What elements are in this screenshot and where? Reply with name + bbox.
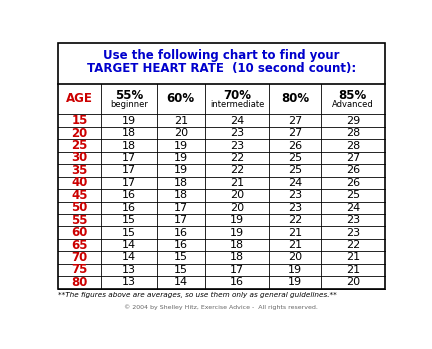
Text: 25: 25 bbox=[71, 139, 88, 152]
Text: 29: 29 bbox=[346, 116, 360, 126]
Text: 19: 19 bbox=[288, 277, 302, 287]
Text: 25: 25 bbox=[288, 153, 302, 163]
Text: 19: 19 bbox=[230, 228, 244, 238]
Text: 55: 55 bbox=[71, 214, 88, 227]
Text: 15: 15 bbox=[174, 252, 188, 262]
Text: 20: 20 bbox=[72, 127, 88, 140]
Text: 14: 14 bbox=[174, 277, 188, 287]
Text: 20: 20 bbox=[230, 203, 244, 213]
Text: 21: 21 bbox=[174, 116, 188, 126]
Text: 70%: 70% bbox=[223, 89, 251, 102]
Text: 17: 17 bbox=[174, 203, 188, 213]
Text: 22: 22 bbox=[288, 215, 302, 225]
Text: TARGET HEART RATE  (10 second count):: TARGET HEART RATE (10 second count): bbox=[87, 62, 356, 75]
Text: 20: 20 bbox=[346, 277, 360, 287]
Text: 19: 19 bbox=[174, 141, 188, 150]
Text: 16: 16 bbox=[230, 277, 244, 287]
Text: 45: 45 bbox=[71, 189, 88, 202]
Text: 18: 18 bbox=[122, 128, 136, 138]
Text: 18: 18 bbox=[230, 252, 244, 262]
Text: 27: 27 bbox=[288, 128, 302, 138]
Text: 23: 23 bbox=[288, 203, 302, 213]
Text: 17: 17 bbox=[122, 178, 136, 188]
Text: 16: 16 bbox=[122, 203, 136, 213]
Text: 55%: 55% bbox=[115, 89, 143, 102]
Text: 26: 26 bbox=[346, 165, 360, 176]
Text: Use the following chart to find your: Use the following chart to find your bbox=[103, 50, 340, 62]
Text: 19: 19 bbox=[230, 215, 244, 225]
Text: 25: 25 bbox=[288, 165, 302, 176]
Text: 20: 20 bbox=[174, 128, 188, 138]
Text: 19: 19 bbox=[288, 265, 302, 275]
Text: 21: 21 bbox=[230, 178, 244, 188]
Text: 22: 22 bbox=[346, 240, 360, 250]
Text: 23: 23 bbox=[346, 228, 360, 238]
Text: 16: 16 bbox=[174, 240, 188, 250]
Text: 21: 21 bbox=[288, 228, 302, 238]
Text: 26: 26 bbox=[288, 141, 302, 150]
Text: 27: 27 bbox=[346, 153, 360, 163]
Text: 19: 19 bbox=[174, 165, 188, 176]
Text: 23: 23 bbox=[230, 128, 244, 138]
Text: 20: 20 bbox=[230, 190, 244, 200]
Text: 15: 15 bbox=[122, 215, 136, 225]
Text: 60%: 60% bbox=[167, 92, 195, 105]
Text: 70: 70 bbox=[72, 251, 88, 264]
Text: 21: 21 bbox=[346, 265, 360, 275]
Text: 80%: 80% bbox=[281, 92, 309, 105]
Text: 23: 23 bbox=[288, 190, 302, 200]
Text: 18: 18 bbox=[174, 190, 188, 200]
Text: Advanced: Advanced bbox=[332, 100, 374, 109]
Text: 18: 18 bbox=[230, 240, 244, 250]
Text: 17: 17 bbox=[174, 215, 188, 225]
Text: 13: 13 bbox=[122, 277, 136, 287]
Text: 16: 16 bbox=[174, 228, 188, 238]
Text: 22: 22 bbox=[230, 153, 244, 163]
Text: 13: 13 bbox=[122, 265, 136, 275]
Text: 26: 26 bbox=[346, 178, 360, 188]
Text: 19: 19 bbox=[122, 116, 136, 126]
Text: 30: 30 bbox=[72, 151, 88, 164]
Text: 17: 17 bbox=[230, 265, 244, 275]
Text: 24: 24 bbox=[288, 178, 302, 188]
Text: 27: 27 bbox=[288, 116, 302, 126]
Text: 28: 28 bbox=[346, 141, 360, 150]
Text: intermediate: intermediate bbox=[210, 100, 264, 109]
Text: 23: 23 bbox=[230, 141, 244, 150]
Text: 50: 50 bbox=[71, 201, 88, 214]
Text: 15: 15 bbox=[174, 265, 188, 275]
Text: 19: 19 bbox=[174, 153, 188, 163]
Text: AGE: AGE bbox=[66, 92, 93, 105]
Text: © 2004 by Shelley Hitz, Exercise Advice -  All rights reserved.: © 2004 by Shelley Hitz, Exercise Advice … bbox=[124, 305, 318, 310]
Text: 40: 40 bbox=[71, 176, 88, 190]
Text: 20: 20 bbox=[288, 252, 302, 262]
Text: 17: 17 bbox=[122, 165, 136, 176]
Text: 17: 17 bbox=[122, 153, 136, 163]
Text: 24: 24 bbox=[346, 203, 360, 213]
Text: 21: 21 bbox=[346, 252, 360, 262]
Text: 15: 15 bbox=[122, 228, 136, 238]
Text: 80: 80 bbox=[71, 276, 88, 289]
Text: 22: 22 bbox=[230, 165, 244, 176]
Text: 21: 21 bbox=[288, 240, 302, 250]
Text: 85%: 85% bbox=[339, 89, 367, 102]
Text: 65: 65 bbox=[71, 238, 88, 252]
Text: 16: 16 bbox=[122, 190, 136, 200]
Text: 28: 28 bbox=[346, 128, 360, 138]
Text: 18: 18 bbox=[122, 141, 136, 150]
Text: 14: 14 bbox=[122, 252, 136, 262]
Text: 35: 35 bbox=[71, 164, 88, 177]
Text: **The figures above are averages, so use them only as general guidelines.**: **The figures above are averages, so use… bbox=[58, 292, 337, 298]
Text: 23: 23 bbox=[346, 215, 360, 225]
Text: 60: 60 bbox=[71, 226, 88, 239]
Text: 14: 14 bbox=[122, 240, 136, 250]
Text: 15: 15 bbox=[71, 114, 88, 127]
Text: 25: 25 bbox=[346, 190, 360, 200]
Text: beginner: beginner bbox=[110, 100, 148, 109]
Text: 18: 18 bbox=[174, 178, 188, 188]
Text: 24: 24 bbox=[230, 116, 244, 126]
Text: 75: 75 bbox=[71, 263, 88, 276]
